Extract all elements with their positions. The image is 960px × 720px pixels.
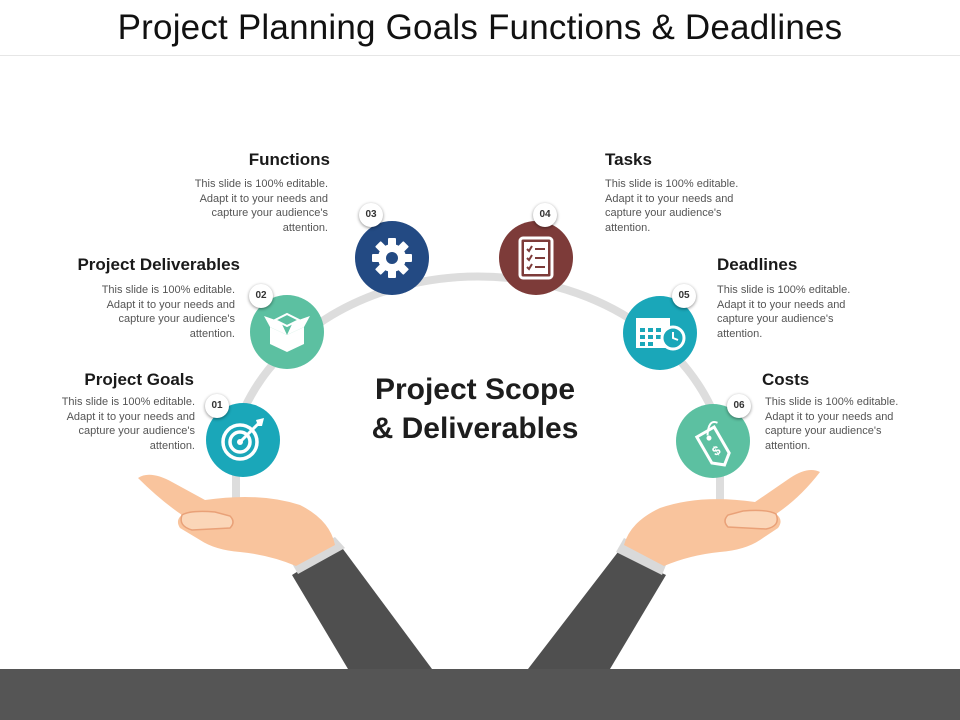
node-04 [499,221,573,295]
right-hand [528,470,820,669]
badge-02: 02 [249,284,273,308]
center-label-line2: & Deliverables [371,412,579,445]
item-title-tasks: Tasks [605,150,652,169]
left-thumb [180,510,234,531]
badge-04: 04 [533,203,557,227]
left-sleeve [292,545,432,669]
item-title-project-goals: Project Goals [84,370,194,389]
node-03 [355,221,429,295]
left-palm [138,474,335,566]
node-05 [623,296,697,370]
gear-icon [372,238,412,278]
slide-title: Project Planning Goals Functions & Deadl… [117,8,843,47]
item-title-deadlines: Deadlines [717,255,798,274]
node-01 [206,403,280,477]
footer-bar [0,669,960,720]
node-02 [250,295,324,369]
title-divider [0,55,960,56]
box-icon [264,312,310,352]
center-label-line1: Project Scope [374,373,576,406]
item-desc-project-goals: This slide is 100% editable. Adapt it to… [61,396,195,452]
item-title-functions: Functions [248,150,330,169]
left-hand [138,474,432,669]
node-06: $ [676,404,750,478]
right-palm [624,470,820,566]
target-icon [221,418,264,461]
calendar-clock-icon [636,318,686,351]
price-tag-icon: $ [694,421,731,467]
badge-03: 03 [359,203,383,227]
item-desc-tasks: This slide is 100% editable. Adapt it to… [605,178,739,234]
badge-05: 05 [672,284,696,308]
badge-01: 01 [205,394,229,418]
right-sleeve [528,552,666,669]
item-desc-deadlines: This slide is 100% editable. Adapt it to… [717,284,851,340]
center-label: Project Scope & Deliverables [340,370,610,448]
badge-06: 06 [727,394,751,418]
item-title-project-deliverables: Project Deliverables [77,255,240,274]
checklist-icon [518,236,554,280]
item-desc-project-deliverables: This slide is 100% editable. Adapt it to… [101,284,235,340]
item-title-costs: Costs [762,370,810,389]
right-thumb [724,509,778,530]
item-desc-costs: This slide is 100% editable. Adapt it to… [765,396,899,452]
item-desc-functions: This slide is 100% editable. Adapt it to… [194,178,328,234]
